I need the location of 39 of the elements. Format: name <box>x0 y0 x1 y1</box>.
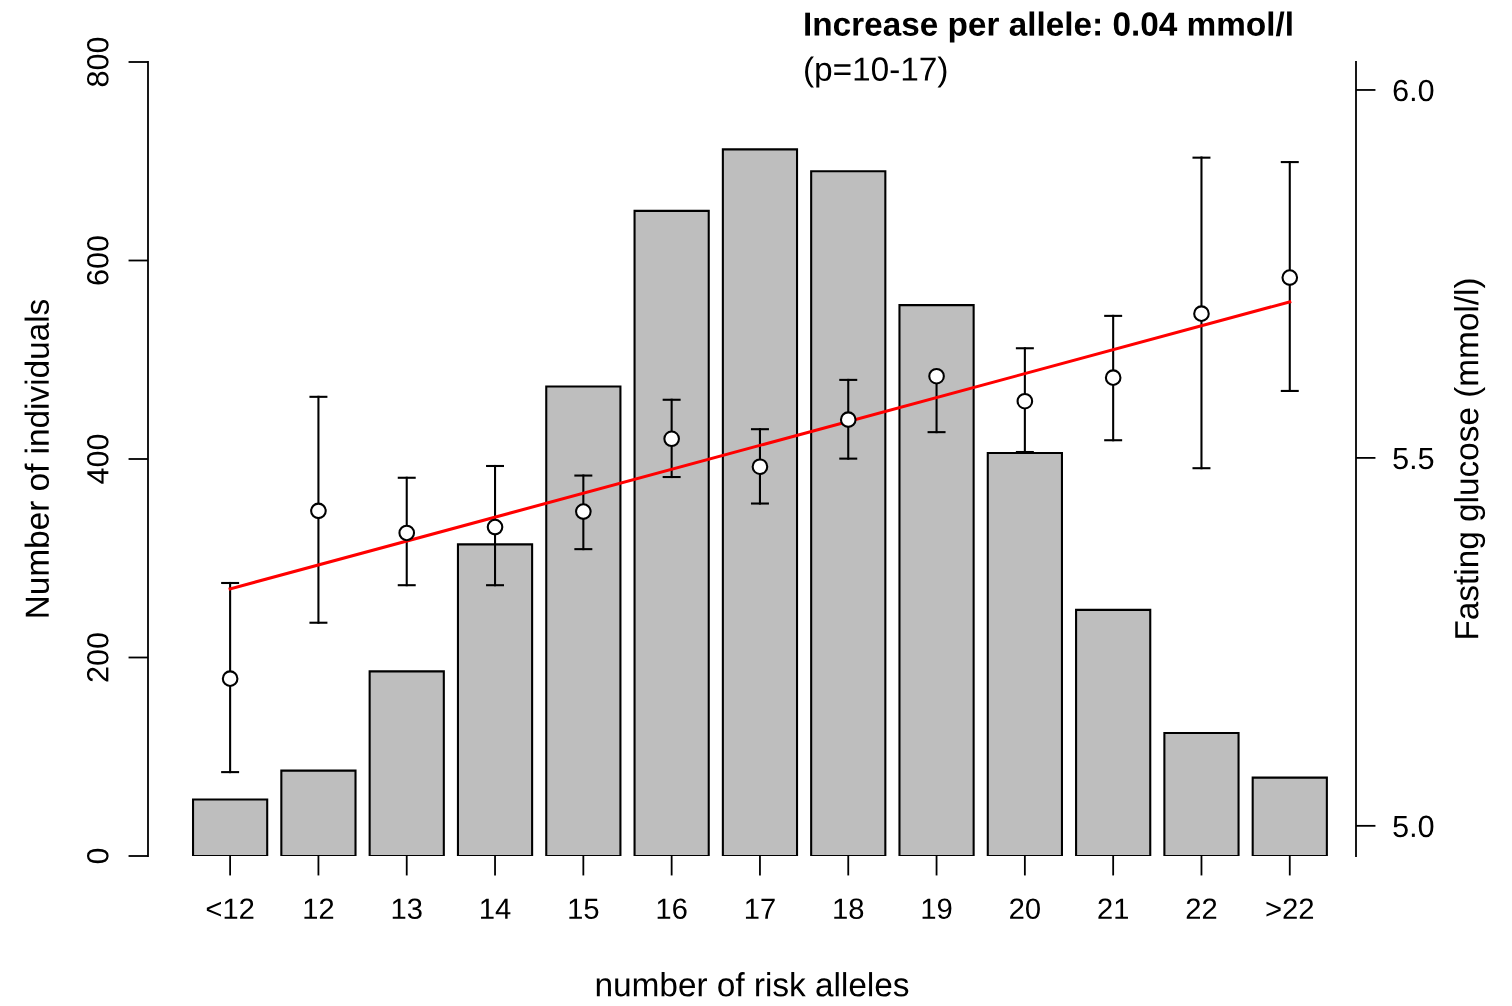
y-tick-label: 0 <box>86 848 109 864</box>
x-tick-label: <12 <box>206 898 254 919</box>
point <box>486 518 504 536</box>
point <box>575 503 592 520</box>
y-tick-label: 200 <box>86 633 109 682</box>
x-tick-label: 17 <box>745 898 775 919</box>
point <box>1193 305 1210 322</box>
x-tick-label: 14 <box>481 898 511 919</box>
x-tick-label: 13 <box>392 898 422 920</box>
y2-tick-label: 5.0 <box>1393 815 1434 838</box>
point <box>398 524 416 542</box>
y2-tick-label: 5.5 <box>1393 447 1434 470</box>
y2-axis-title: Fasting glucose (mmol/l) <box>1454 279 1486 638</box>
point <box>928 367 945 385</box>
point <box>310 502 327 520</box>
chart-title: Increase per allele: 0.04 mmol/l <box>805 11 1292 43</box>
point <box>839 411 857 428</box>
point <box>1281 269 1299 286</box>
x-axis-title: number of risk alleles <box>596 972 909 997</box>
y2-tick-label: 6.0 <box>1393 79 1434 102</box>
point <box>221 670 239 687</box>
x-tick-label: 20 <box>1010 898 1040 920</box>
x-tick-label: 19 <box>922 898 952 920</box>
x-tick-label: 16 <box>657 898 687 920</box>
x-tick-label: >22 <box>1266 898 1314 919</box>
point <box>1016 392 1034 410</box>
point <box>1104 369 1122 387</box>
chart-subtitle: (p=10-17) <box>805 56 947 88</box>
y-axis-title: Number of individuals <box>24 299 50 617</box>
y-tick-label: 800 <box>86 37 109 87</box>
x-tick-label: 21 <box>1098 898 1128 919</box>
x-tick-label: 18 <box>834 898 864 920</box>
y-tick-label: 400 <box>86 434 109 484</box>
x-tick-label: 15 <box>569 898 599 920</box>
point <box>751 458 769 476</box>
x-tick-label: 22 <box>1186 898 1217 919</box>
x-tick-label: 12 <box>304 898 334 919</box>
point <box>663 430 680 448</box>
y-tick-label: 600 <box>86 236 109 285</box>
